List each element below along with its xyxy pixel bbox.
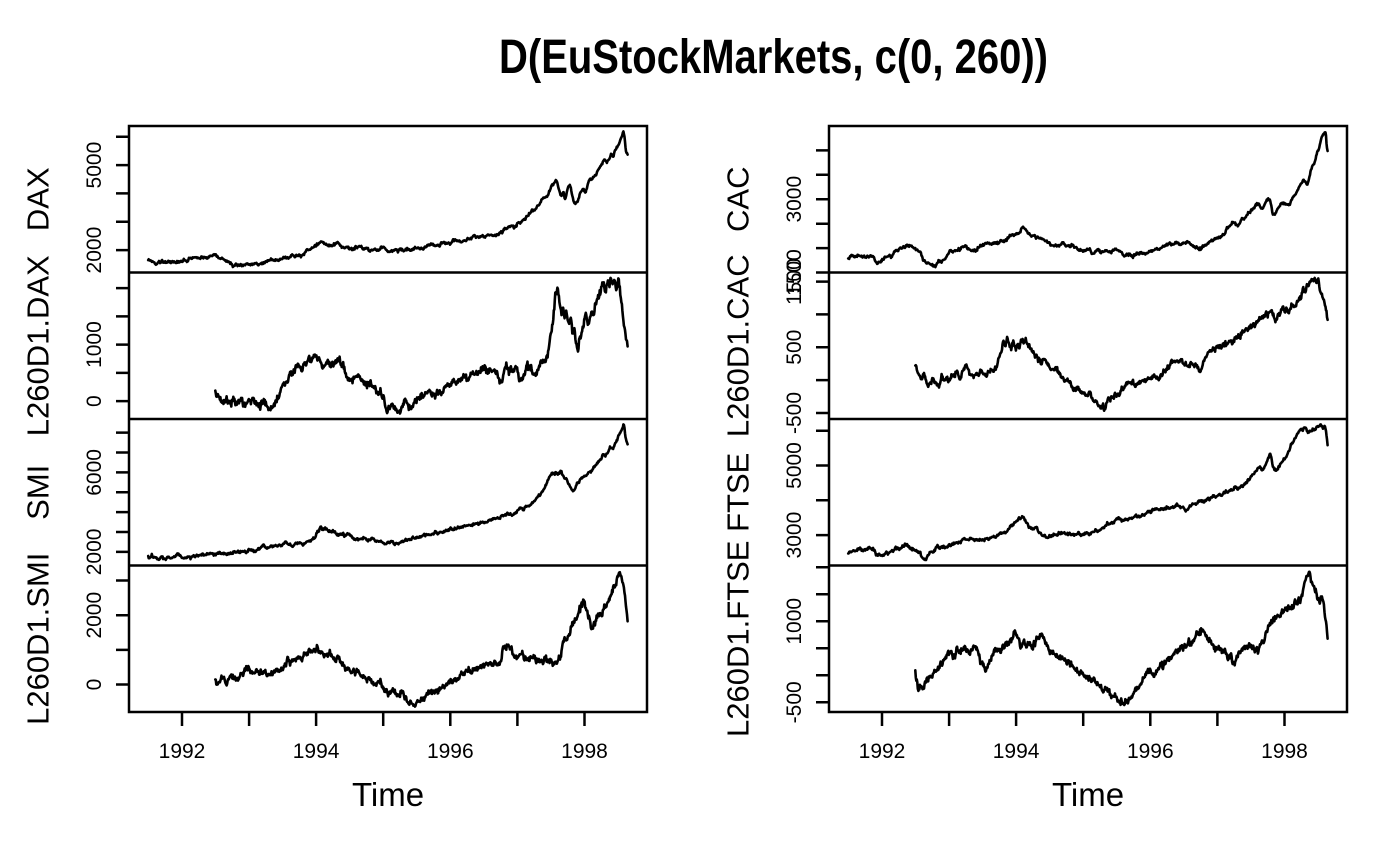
- svg-text:DAX: DAX: [21, 167, 56, 231]
- svg-text:1996: 1996: [427, 740, 474, 763]
- svg-text:1500: 1500: [783, 258, 806, 305]
- svg-text:1994: 1994: [293, 740, 340, 763]
- svg-text:L260D1.SMI: L260D1.SMI: [21, 553, 56, 725]
- svg-text:3000: 3000: [783, 176, 806, 223]
- svg-text:2000: 2000: [83, 592, 106, 639]
- svg-text:1000: 1000: [83, 321, 106, 368]
- svg-text:1994: 1994: [993, 740, 1040, 763]
- svg-text:3000: 3000: [783, 512, 806, 559]
- svg-text:Time: Time: [352, 776, 424, 813]
- svg-text:CAC: CAC: [721, 167, 756, 232]
- svg-text:1998: 1998: [1261, 740, 1308, 763]
- svg-text:L260D1.DAX: L260D1.DAX: [21, 255, 56, 436]
- svg-text:0: 0: [83, 395, 106, 407]
- svg-text:-500: -500: [783, 392, 806, 434]
- svg-text:1000: 1000: [783, 598, 806, 645]
- svg-text:SMI: SMI: [21, 465, 56, 520]
- svg-text:2000: 2000: [83, 227, 106, 274]
- svg-text:500: 500: [783, 330, 806, 365]
- svg-text:Time: Time: [1052, 776, 1124, 813]
- svg-text:1996: 1996: [1127, 740, 1174, 763]
- svg-text:1998: 1998: [561, 740, 608, 763]
- svg-text:D(EuStockMarkets, c(0, 260)): D(EuStockMarkets, c(0, 260)): [499, 31, 1048, 84]
- svg-text:2000: 2000: [83, 529, 106, 576]
- svg-text:5000: 5000: [83, 142, 106, 189]
- svg-text:L260D1.CAC: L260D1.CAC: [721, 254, 756, 437]
- svg-text:1992: 1992: [159, 740, 206, 763]
- svg-text:L260D1.FTSE: L260D1.FTSE: [721, 541, 756, 737]
- svg-text:6000: 6000: [83, 449, 106, 496]
- svg-text:FTSE: FTSE: [721, 453, 756, 532]
- svg-text:0: 0: [83, 679, 106, 691]
- svg-text:-500: -500: [783, 681, 806, 723]
- svg-text:1500: 1500: [783, 249, 806, 296]
- svg-text:1992: 1992: [859, 740, 906, 763]
- svg-text:5000: 5000: [783, 442, 806, 489]
